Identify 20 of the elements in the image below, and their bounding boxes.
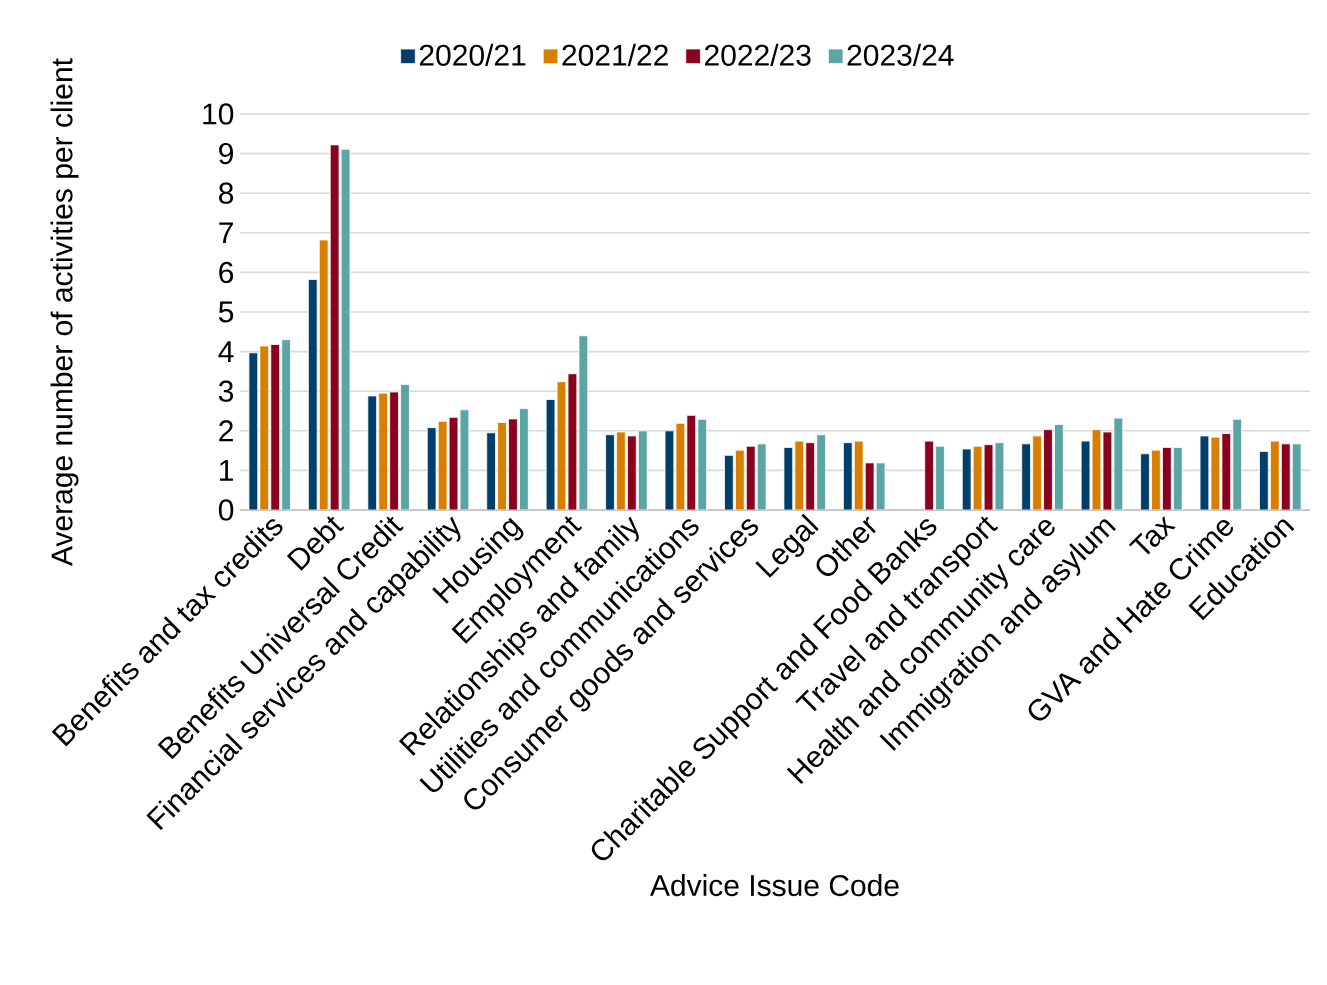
bar	[270, 344, 280, 510]
legend-label: 2022/23	[705, 43, 811, 66]
y-tick-label: 6	[219, 261, 234, 284]
legend-label: 2020/21	[419, 43, 526, 66]
y-tick-label: 1	[220, 460, 233, 481]
bar	[281, 339, 291, 510]
y-tick-label: 4	[218, 341, 234, 362]
y-tick-label: 5	[218, 301, 234, 323]
y-tick-label: 8	[219, 182, 234, 204]
y-tick-label: 9	[219, 142, 233, 165]
legend-label: 2021/22	[562, 43, 668, 66]
bar	[1259, 450, 1269, 510]
y-tick-label: 0	[218, 499, 234, 521]
y-tick-label: 2	[219, 420, 233, 442]
y-tick-label: 3	[218, 380, 234, 402]
legend-label: 2023/24	[847, 43, 954, 66]
y-axis-title: Average number of activities per client	[50, 58, 79, 566]
x-axis-title: Advice Issue Code	[650, 874, 899, 897]
y-tick-label: 10	[203, 103, 234, 125]
y-tick-label: 7	[219, 222, 233, 244]
